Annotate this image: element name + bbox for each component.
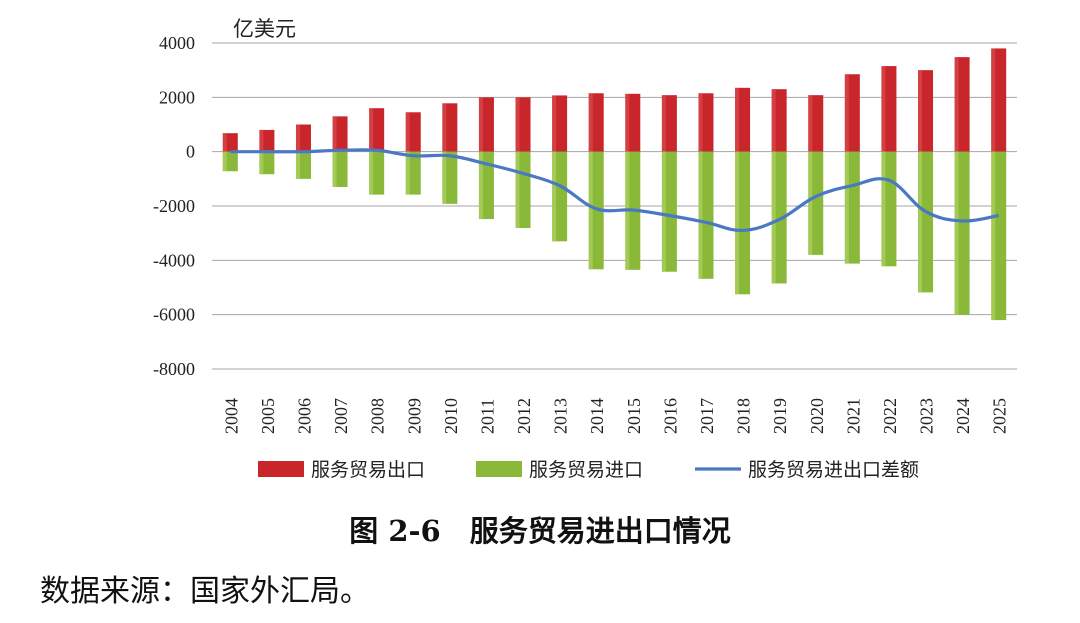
x-tick-label: 2005 bbox=[258, 398, 278, 434]
export-bars bbox=[222, 48, 1007, 152]
x-tick-label: 2006 bbox=[294, 398, 314, 434]
x-tick-label: 2023 bbox=[917, 398, 937, 434]
y-axis: 4000 2000 0 -2000 -4000 -6000 -8000 bbox=[153, 33, 195, 379]
balance-line bbox=[230, 148, 999, 233]
export-bar-highlight bbox=[844, 74, 849, 152]
import-bar-highlight bbox=[295, 151, 300, 179]
y-tick-label: -4000 bbox=[153, 250, 195, 270]
import-bar-highlight bbox=[735, 151, 740, 295]
y-tick-label: -8000 bbox=[153, 359, 195, 379]
export-bar-highlight bbox=[442, 103, 447, 152]
export-bar-highlight bbox=[808, 95, 813, 152]
export-bar-highlight bbox=[881, 66, 886, 152]
x-tick-label: 2018 bbox=[734, 398, 754, 434]
x-tick-label: 2009 bbox=[404, 398, 424, 434]
import-bar-highlight bbox=[515, 151, 520, 229]
x-tick-label: 2025 bbox=[990, 398, 1010, 434]
x-tick-label: 2007 bbox=[331, 398, 351, 434]
y-tick-label: 2000 bbox=[159, 87, 195, 107]
import-bar-highlight bbox=[844, 151, 849, 264]
x-tick-label: 2011 bbox=[477, 399, 497, 434]
x-tick-label: 2004 bbox=[221, 398, 241, 434]
data-source-note: 数据来源：国家外汇局。 bbox=[40, 574, 370, 609]
x-tick-label: 2010 bbox=[441, 398, 461, 434]
x-tick-label: 2024 bbox=[953, 398, 973, 434]
x-tick-label: 2019 bbox=[770, 398, 790, 434]
import-bar-highlight bbox=[405, 151, 410, 195]
x-tick-label: 2021 bbox=[843, 398, 863, 434]
export-bar-highlight bbox=[222, 133, 227, 152]
import-bar-highlight bbox=[442, 151, 447, 204]
legend-swatch bbox=[476, 461, 522, 477]
import-bar-highlight bbox=[332, 151, 337, 187]
x-tick-label: 2017 bbox=[697, 398, 717, 434]
y-tick-label: 0 bbox=[186, 142, 195, 162]
import-bar-highlight bbox=[588, 151, 593, 270]
export-bar-highlight bbox=[625, 93, 630, 152]
import-bar-highlight bbox=[222, 151, 227, 172]
import-bar-highlight bbox=[369, 151, 374, 195]
export-bar-highlight bbox=[698, 93, 703, 152]
x-tick-label: 2020 bbox=[807, 398, 827, 434]
x-tick-label: 2014 bbox=[587, 398, 607, 434]
export-bar-highlight bbox=[588, 93, 593, 152]
import-bar-highlight bbox=[259, 151, 264, 175]
x-tick-label: 2013 bbox=[551, 398, 571, 434]
export-bar-highlight bbox=[478, 97, 483, 152]
x-tick-label: 2015 bbox=[624, 398, 644, 434]
x-tick-label: 2022 bbox=[880, 398, 900, 434]
legend-label: 服务贸易进口 bbox=[529, 459, 643, 481]
import-bar-highlight bbox=[552, 151, 557, 242]
export-bar-highlight bbox=[369, 108, 374, 152]
legend-swatch bbox=[258, 461, 304, 477]
export-bar-highlight bbox=[661, 95, 666, 152]
x-tick-label: 2012 bbox=[514, 398, 534, 434]
import-bar-highlight bbox=[661, 151, 666, 272]
x-tick-label: 2016 bbox=[660, 398, 680, 434]
import-bar-highlight bbox=[954, 151, 959, 315]
y-tick-label: -2000 bbox=[153, 196, 195, 216]
export-bar-highlight bbox=[954, 57, 959, 152]
export-bar-highlight bbox=[515, 97, 520, 152]
import-bar-highlight bbox=[881, 151, 886, 267]
y-tick-label: 4000 bbox=[159, 33, 195, 53]
import-bar-highlight bbox=[698, 151, 703, 279]
legend-label: 服务贸易进出口差额 bbox=[748, 459, 919, 481]
import-bar-highlight bbox=[991, 151, 996, 321]
legend-label: 服务贸易出口 bbox=[311, 459, 425, 481]
export-bar-highlight bbox=[405, 112, 410, 152]
import-bar-highlight bbox=[918, 151, 923, 293]
export-bar-highlight bbox=[332, 116, 337, 152]
import-bar-highlight bbox=[478, 151, 483, 220]
x-axis: 2004 2005 2006 2007 2008 2009 2010 2011 2012 2013… bbox=[221, 398, 1009, 434]
y-unit-label: 亿美元 bbox=[233, 17, 296, 41]
export-bar-highlight bbox=[918, 70, 923, 152]
legend: 服务贸易出口 服务贸易进口 服务贸易进出口差额 bbox=[258, 459, 919, 481]
export-bar-highlight bbox=[735, 87, 740, 152]
export-bar-highlight bbox=[991, 48, 996, 152]
export-bar-highlight bbox=[295, 124, 300, 152]
import-bar-highlight bbox=[771, 151, 776, 284]
import-bars bbox=[222, 151, 1007, 321]
import-bar-highlight bbox=[808, 151, 813, 255]
export-bar-highlight bbox=[552, 95, 557, 152]
x-tick-label: 2008 bbox=[368, 398, 388, 434]
export-bar-highlight bbox=[771, 89, 776, 152]
figure-caption: 图 2-6 服务贸易进出口情况 bbox=[349, 514, 731, 548]
y-tick-label: -6000 bbox=[153, 305, 195, 325]
export-bar-highlight bbox=[259, 129, 264, 152]
